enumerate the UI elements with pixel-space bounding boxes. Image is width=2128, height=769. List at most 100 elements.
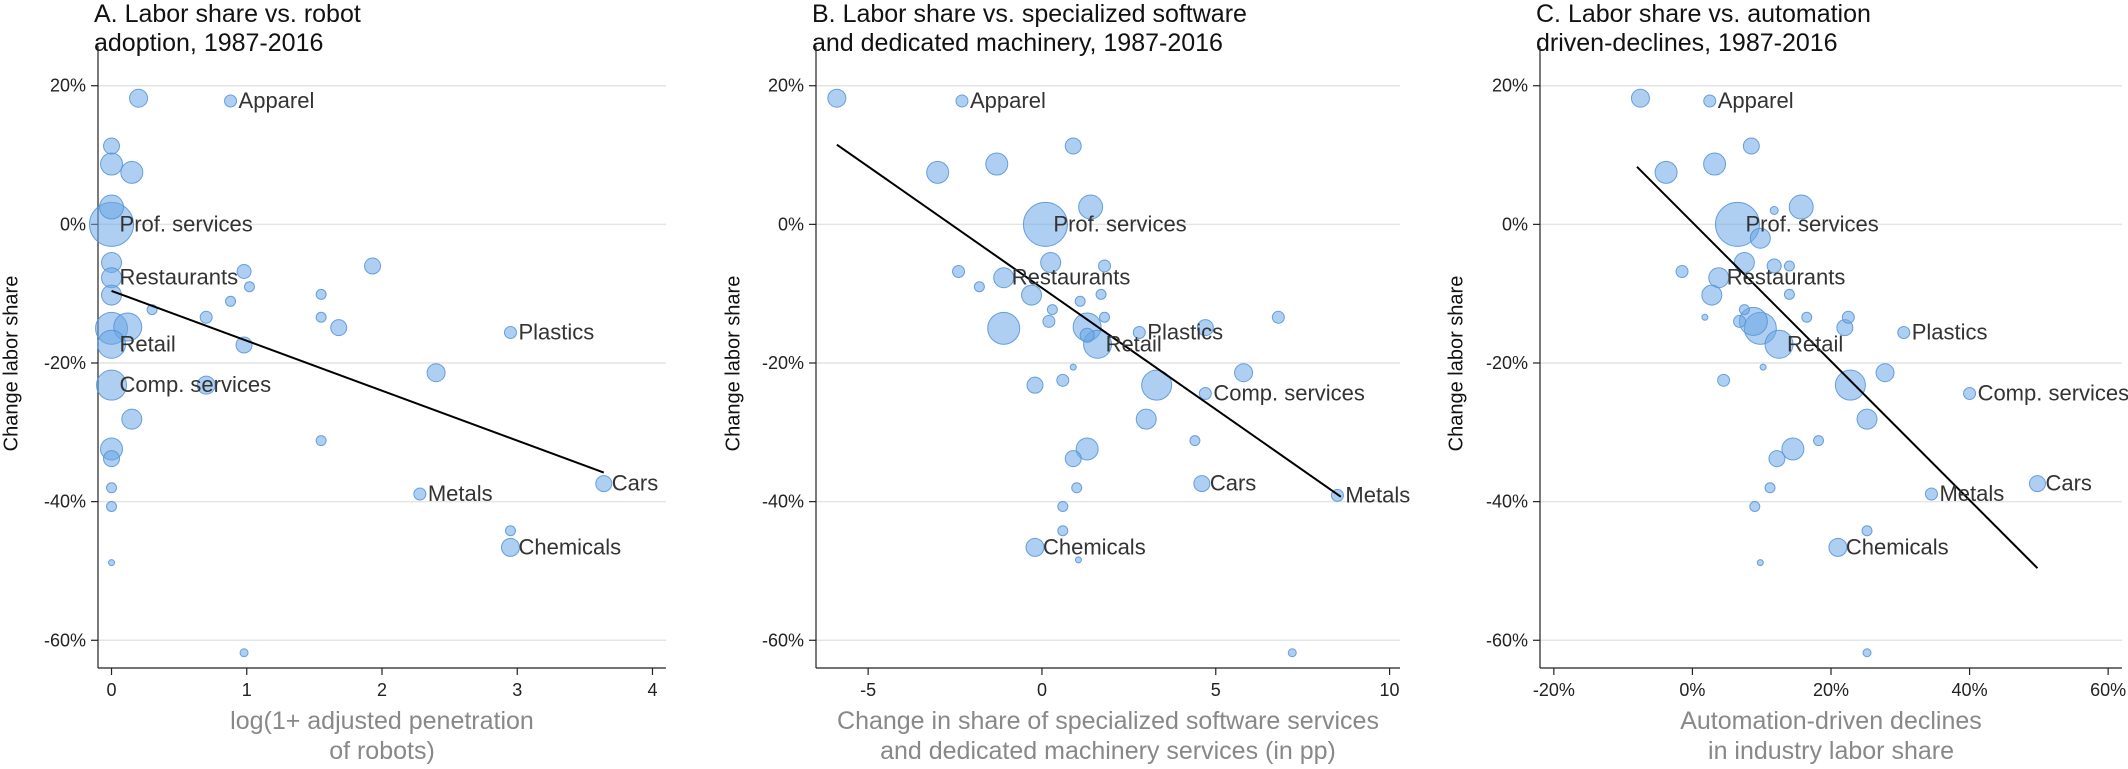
point-label: Apparel (239, 88, 315, 113)
y-axis-label: Change labor share (1445, 275, 1468, 451)
x-tick-label: 60% (2090, 680, 2126, 700)
point-label: Restaurants (1012, 265, 1131, 290)
point-label: Comp. services (1213, 381, 1365, 406)
data-point (1924, 487, 1938, 501)
fit-line (836, 143, 1342, 498)
data-point (1701, 313, 1709, 321)
point-label: Prof. services (120, 211, 253, 236)
x-axis-label-line: of robots) (329, 737, 435, 765)
fit-line (1636, 166, 2039, 569)
point-label: Retail (1787, 331, 1843, 356)
data-point (106, 500, 118, 512)
data-point (952, 265, 966, 278)
chart-title: B. Labor share vs. specialized software a… (812, 0, 1247, 58)
data-point (1675, 265, 1689, 278)
data-point (1764, 482, 1776, 494)
y-tick-label: -20% (44, 353, 86, 373)
data-point (1193, 475, 1211, 493)
data-point (1714, 201, 1760, 247)
data-point (224, 94, 238, 108)
y-tick-label: -20% (762, 353, 804, 373)
data-point (1738, 304, 1750, 316)
data-point (1026, 376, 1044, 394)
point-label: Cars (1210, 471, 1256, 496)
data-point (1141, 369, 1173, 401)
y-tick-label: 0% (778, 214, 804, 234)
data-point (1083, 329, 1113, 359)
point-label: Retail (120, 331, 176, 356)
data-point (1079, 327, 1095, 343)
data-point (1098, 259, 1112, 273)
x-axis-label-line: log(1+ adjusted penetration (230, 707, 534, 735)
data-point (99, 194, 125, 220)
data-point (236, 264, 252, 279)
data-point (1064, 137, 1082, 155)
data-point (101, 267, 123, 289)
y-tick-label: -20% (1486, 353, 1528, 373)
data-point (1828, 537, 1848, 557)
data-point (827, 88, 847, 108)
point-label: Plastics (1147, 320, 1223, 345)
data-point (1836, 319, 1854, 337)
point-label: Restaurants (1727, 265, 1846, 290)
data-point (225, 295, 237, 307)
chart-title-line: A. Labor share vs. robot (94, 0, 361, 28)
data-point (1046, 304, 1058, 316)
data-point (1717, 373, 1731, 387)
data-point (1701, 284, 1723, 306)
data-point (1733, 314, 1747, 328)
data-point (1064, 450, 1082, 468)
data-point (1040, 251, 1062, 273)
data-point (595, 475, 613, 493)
data-point (108, 559, 116, 567)
fit-line (111, 289, 605, 474)
data-point (239, 648, 249, 658)
data-point (1271, 310, 1285, 324)
data-point (235, 336, 253, 354)
data-point (1766, 258, 1782, 274)
data-point (1056, 373, 1070, 387)
data-point (1768, 450, 1786, 468)
point-label: Metals (1345, 482, 1410, 507)
x-tick-label: 0 (1037, 680, 1047, 700)
point-label: Apparel (970, 88, 1046, 113)
data-point (106, 482, 118, 494)
data-point (103, 137, 121, 155)
data-point (199, 310, 213, 324)
data-point (1078, 194, 1104, 220)
data-point (315, 311, 327, 323)
data-point (1703, 152, 1727, 176)
data-point (1022, 201, 1068, 247)
data-point (89, 201, 135, 247)
x-tick-label: 0% (1679, 680, 1705, 700)
data-point (1132, 326, 1146, 339)
point-label: Comp. services (120, 372, 272, 397)
data-point (96, 369, 128, 401)
point-label: Metals (428, 481, 493, 506)
data-point (1861, 525, 1873, 537)
data-point (1813, 435, 1825, 447)
data-point (1801, 311, 1813, 323)
data-point (1069, 363, 1077, 371)
y-tick-label: 0% (1502, 214, 1528, 234)
data-point (1783, 288, 1795, 300)
y-tick-label: -60% (762, 630, 804, 650)
y-tick-label: 20% (768, 76, 804, 96)
data-point (1198, 387, 1212, 400)
x-axis-label-line: Automation-driven declines (1680, 707, 1982, 735)
data-point (1742, 137, 1760, 155)
data-point (100, 152, 124, 176)
data-point (1072, 312, 1102, 342)
x-axis-label: log(1+ adjusted penetration of robots) (98, 706, 666, 766)
point-label: Apparel (1718, 88, 1794, 113)
data-point (1733, 251, 1755, 273)
x-axis-label: Automation-driven declines in industry la… (1540, 706, 2122, 766)
point-label: Chemicals (518, 534, 621, 559)
data-point (500, 537, 520, 557)
data-point (1025, 537, 1045, 557)
point-label: Prof. services (1745, 211, 1878, 236)
data-point (985, 152, 1009, 176)
